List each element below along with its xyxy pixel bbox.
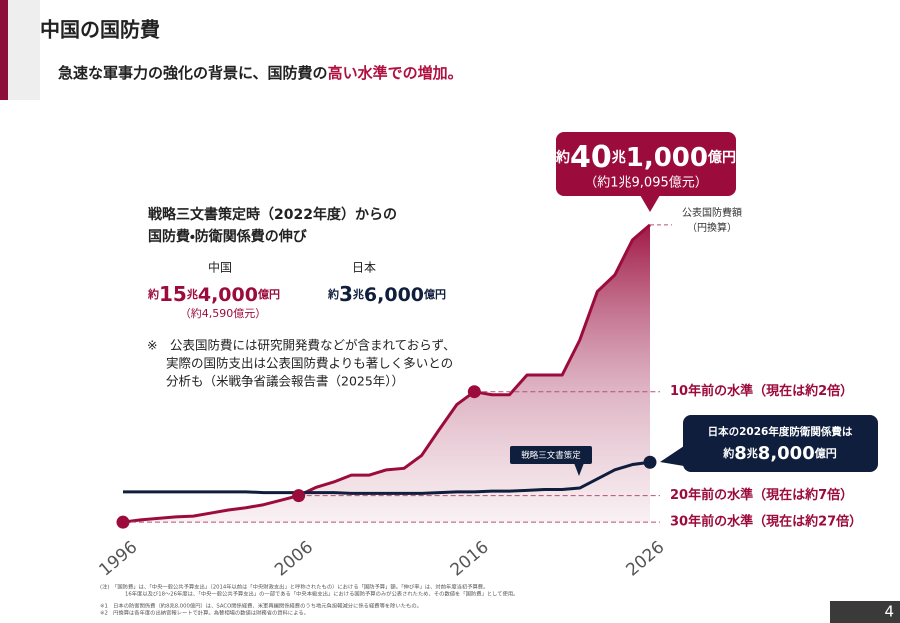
china-callout-box [556, 132, 736, 196]
panel-japan-label: 日本 [352, 261, 376, 275]
note: 実際の国防支出は公表国防費よりも著しく多いとの [166, 356, 453, 371]
point [643, 455, 657, 469]
japan-callout-head: 日本の2026年度防衛関係費は [708, 425, 853, 438]
accent-bar [0, 0, 8, 100]
footnote: 16年度以及び18～26年度は、「中央一般公共予算支出」の一部である「中央本級支… [125, 590, 518, 598]
page-number: 4 [884, 603, 894, 621]
subtitle: 急速な軍事力の強化の背景に、国防費の高い水準での増加。 [58, 64, 463, 82]
text-part: 兆 [187, 287, 198, 301]
subtitle-text: 急速な軍事力の強化の背景に、国防費の [58, 64, 328, 82]
text-part: 億円 [814, 446, 837, 460]
reference-label: 20年前の水準（現在は約7倍） [670, 487, 853, 503]
text-part: 8,000 [758, 443, 815, 464]
footnote: (注) 「国防費」は、「中央一般公共予算支出」（2014年以前は「中央財政支出」… [100, 583, 488, 591]
text-part: 億円 [257, 287, 280, 301]
reference-label: 10年前の水準（現在は約2倍） [670, 383, 853, 399]
china-callout-sub: （約1兆9,095億元） [584, 176, 708, 191]
panel-japan-value: 約3兆6,000億円 [327, 282, 446, 306]
panel-china-label: 中国 [208, 260, 232, 275]
strategy-marker-pointer [574, 463, 584, 476]
series-line [123, 460, 651, 495]
text-part: 1,000 [626, 143, 708, 173]
strategy-marker: 戦略三文書策定 [521, 450, 581, 461]
x-tick-label: 2006 [271, 537, 317, 580]
title: 中国の国防費 [40, 18, 160, 42]
text-part: 6,000 [364, 284, 424, 306]
series-label: 公表国防費額 [682, 206, 742, 219]
panel-china-value: 約15兆4,000億円 [147, 282, 280, 306]
note: ※ 公表国防費には研究開発費などが含まれておらず、 [147, 338, 456, 353]
text-part: 40 [570, 140, 612, 175]
text-part: 約 [722, 446, 734, 460]
japan-callout-pointer [660, 446, 684, 466]
text-part: 億円 [423, 287, 446, 301]
note: 分析も（米戦争省議会報告書（2025年）） [166, 374, 404, 389]
japan-callout-value: 約8兆8,000億円 [722, 443, 836, 464]
x-tick-label: 2016 [447, 537, 493, 580]
panel-title: 戦略三文書策定時（2022年度）からの [148, 206, 397, 223]
text-part: 兆 [353, 287, 364, 301]
reference-label: 30年前の水準（現在は約27倍） [670, 514, 862, 530]
series-line [122, 223, 651, 524]
point [292, 489, 306, 503]
text-part: 3 [339, 282, 353, 306]
x-tick-label: 2026 [622, 537, 668, 580]
text-part: 約 [147, 287, 159, 301]
text-part: 兆 [612, 150, 626, 166]
panel-china-sub: （約4,590億元） [180, 306, 267, 320]
point [116, 515, 130, 529]
text-part: 約 [327, 287, 339, 301]
panel-title: 国防費・防衛関係費の伸び [148, 228, 308, 245]
point [467, 385, 481, 399]
series-label: （円換算） [687, 221, 737, 234]
text-part: 15 [159, 282, 187, 306]
strategy-marker-box [510, 446, 592, 464]
footnote: ※2 円換算は各年度の出納官報レートで計算。為替相場の数値は財務省の資料による。 [100, 609, 309, 617]
subtitle-highlight: 高い水準での増加。 [328, 64, 463, 82]
text-part: 4,000 [198, 284, 258, 306]
text-part: 兆 [747, 446, 758, 460]
china-callout-pointer [640, 195, 660, 212]
text-part: 約 [555, 149, 570, 166]
page-number-box [830, 601, 900, 623]
footnote: ※1 日本の防衛関係費（約8兆8,000億円）は、SACO関係経費、米軍再編関係… [100, 602, 422, 610]
plot: 10年前の水準（現在は約2倍） 20年前の水準（現在は約7倍） 30年前の水準（現在… [95, 223, 862, 580]
text-part: 8 [734, 443, 747, 464]
x-tick-label: 1996 [95, 537, 141, 580]
accent-panel [8, 0, 40, 100]
china-callout-value: 約40兆1,000億円 [555, 140, 736, 175]
text-part: 億円 [707, 149, 736, 166]
japan-callout-box [683, 415, 878, 472]
